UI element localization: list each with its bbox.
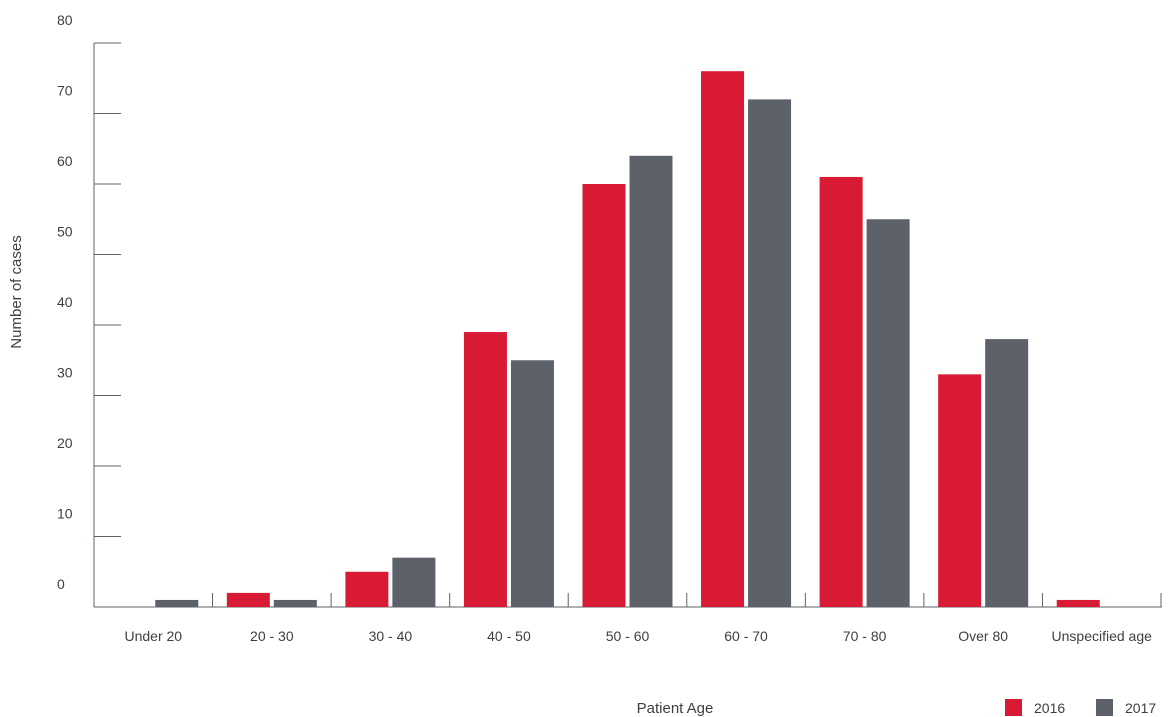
bar-2017-2 bbox=[273, 599, 317, 607]
bar-2016-6 bbox=[701, 71, 745, 607]
bars bbox=[155, 71, 1100, 608]
y-tick-label: 70 bbox=[57, 83, 73, 99]
x-axis-title: Patient Age bbox=[637, 700, 714, 717]
bar-2017-7 bbox=[866, 219, 910, 607]
x-tick-label: 50 - 60 bbox=[606, 628, 650, 644]
legend-label-2017: 2017 bbox=[1125, 700, 1156, 716]
y-axis-title: Number of cases bbox=[8, 235, 25, 348]
bar-2016-3 bbox=[345, 571, 389, 607]
y-tick-label: 40 bbox=[57, 294, 73, 310]
y-tick-label: 30 bbox=[57, 365, 73, 381]
bar-2016-9 bbox=[1056, 599, 1100, 607]
bar-2017-6 bbox=[748, 99, 792, 608]
y-tick-label: 60 bbox=[57, 153, 73, 169]
bar-2016-4 bbox=[463, 332, 507, 607]
x-tick-label: Over 80 bbox=[958, 628, 1008, 644]
bar-2017-8 bbox=[985, 339, 1029, 607]
bar-2017-5 bbox=[629, 155, 673, 608]
bar-2017-1 bbox=[155, 599, 199, 607]
y-axis: 0 10 20 30 40 50 60 70 80 bbox=[57, 12, 121, 608]
y-tick-label: 10 bbox=[57, 506, 73, 522]
x-tick-label: Under 20 bbox=[124, 628, 182, 644]
legend: 2016 2017 bbox=[1005, 699, 1156, 716]
bar-2017-3 bbox=[392, 557, 436, 607]
y-tick-label: 20 bbox=[57, 435, 73, 451]
legend-swatch-2017 bbox=[1096, 699, 1113, 716]
x-tick-label: 60 - 70 bbox=[724, 628, 768, 644]
x-tick-label: 70 - 80 bbox=[843, 628, 887, 644]
x-tick-label: 30 - 40 bbox=[369, 628, 413, 644]
bar-2016-8 bbox=[938, 374, 982, 607]
bar-2017-4 bbox=[510, 360, 554, 607]
x-tick-label: Unspecified age bbox=[1052, 628, 1153, 644]
x-axis: Under 20 20 - 30 30 - 40 40 - 50 50 - 60 60 -… bbox=[94, 593, 1162, 644]
legend-label-2016: 2016 bbox=[1034, 700, 1065, 716]
legend-swatch-2016 bbox=[1005, 699, 1022, 716]
y-tick-label: 50 bbox=[57, 224, 73, 240]
y-tick-label: 0 bbox=[57, 576, 65, 592]
x-tick-label: 20 - 30 bbox=[250, 628, 294, 644]
x-tick-label: 40 - 50 bbox=[487, 628, 531, 644]
bar-2016-5 bbox=[582, 184, 626, 607]
bar-2016-2 bbox=[226, 592, 270, 607]
y-tick-label: 80 bbox=[57, 12, 73, 28]
bar-2016-7 bbox=[819, 176, 863, 607]
